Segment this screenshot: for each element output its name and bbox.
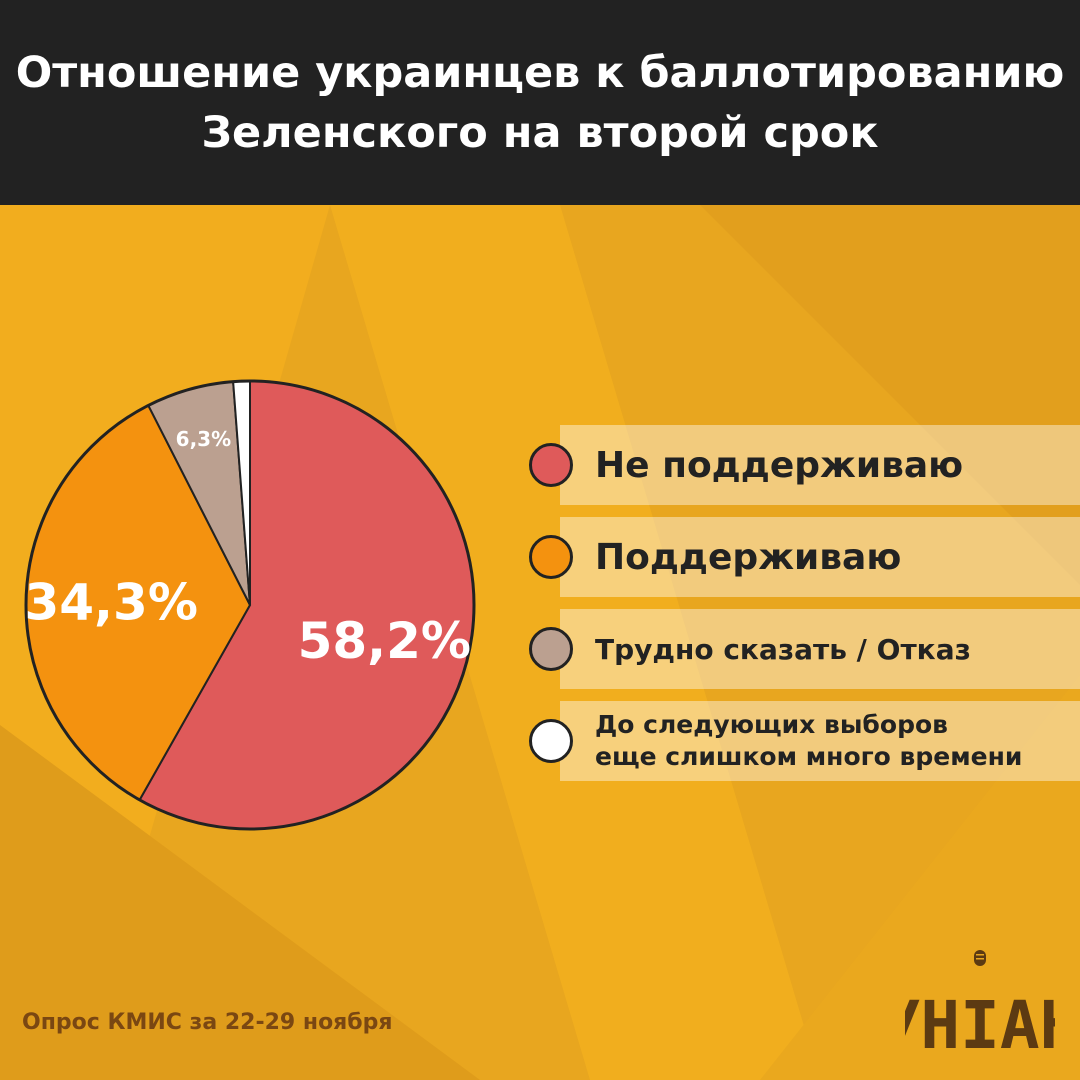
legend-swatch (529, 627, 573, 671)
legend-item-podderzhivayu: Поддерживаю (520, 517, 1080, 597)
legend-item-trudno-skazat: Трудно сказать / Отказ (520, 609, 1080, 689)
legend: Не поддерживаю Поддерживаю Трудно сказат… (520, 425, 1080, 793)
chart-title: Отношение украинцев к баллотированию Зел… (15, 47, 1065, 158)
legend-item-do-vyborov: До следующих выборов еще слишком много в… (520, 701, 1080, 781)
legend-swatch (529, 535, 573, 579)
logo-text: УНІАН (905, 987, 1055, 1055)
pie-label-trudno-skazat: 6,3% (176, 427, 231, 451)
header-bar: Отношение украинцев к баллотированию Зел… (0, 0, 1080, 205)
legend-swatch (529, 719, 573, 763)
unian-logo: УНІАН (905, 950, 1055, 1055)
legend-label: Поддерживаю (595, 536, 902, 578)
pie-label-podderzhivayu: 34,3% (24, 573, 197, 631)
pie-chart: 58,2% 34,3% 6,3% (24, 379, 476, 831)
pie-label-ne-podderzhivayu: 58,2% (298, 612, 471, 670)
legend-label: До следующих выборов еще слишком много в… (595, 710, 1023, 771)
legend-label: Трудно сказать / Отказ (595, 632, 971, 666)
legend-label: Не поддерживаю (595, 444, 964, 486)
legend-item-ne-podderzhivayu: Не поддерживаю (520, 425, 1080, 505)
legend-swatch (529, 443, 573, 487)
source-note: Опрос КМИС за 22-29 ноября (22, 1010, 393, 1035)
